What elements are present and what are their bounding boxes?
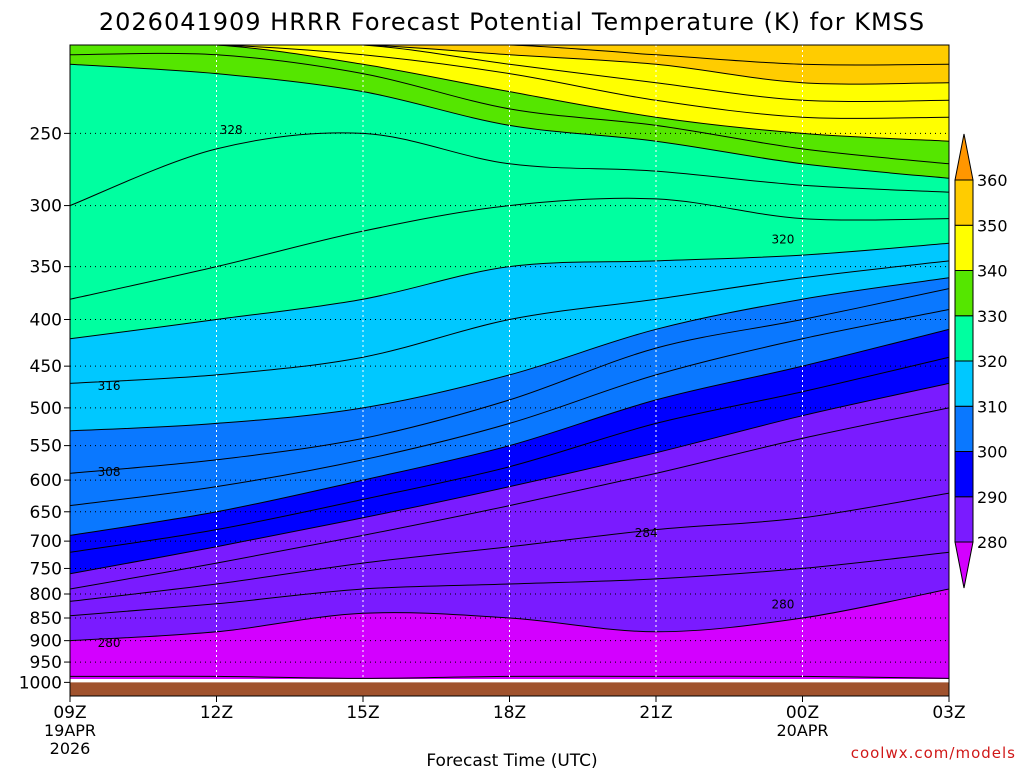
colorbar-label-310: 310 (977, 397, 1008, 416)
filled-contours (70, 45, 949, 679)
contour-label-316: 316 (98, 379, 121, 393)
isentrope-356 (70, 45, 949, 66)
x-tick-label-21Z: 21Z (639, 703, 672, 723)
isentrope-316 (70, 260, 949, 384)
x-tick-label-03Z: 03Z (932, 703, 965, 723)
x-tick-label-18Z: 18Z (493, 703, 526, 723)
x-tick-label-15Z: 15Z (346, 703, 379, 723)
colorbar-swatch-3 (954, 405, 974, 452)
isentrope-336 (70, 52, 949, 165)
y-tick-label-950: 950 (30, 653, 62, 673)
y-tick-label-900: 900 (30, 632, 62, 652)
chart-title: 2026041909 HRRR Forecast Potential Tempe… (99, 8, 925, 36)
colorbar-swatch-2 (954, 451, 974, 498)
contour-labels: 328 320 316 308 284 280 280 (98, 123, 795, 650)
colorbar-label-300: 300 (977, 443, 1008, 462)
y-axis: 250 300 350 400 450 500 550 600 650 700 750 800 850 9… (19, 124, 70, 693)
y-tick-label-800: 800 (30, 585, 62, 605)
credit-text: coolwx.com/models (851, 744, 1016, 762)
y-tick-label-250: 250 (30, 124, 62, 144)
colorbar-swatch-6 (954, 270, 974, 317)
colorbar-swatch-7 (954, 224, 974, 271)
x-tick-year-09Z: 2026 (50, 739, 91, 758)
x-tick-label-09Z: 09Z (53, 703, 86, 723)
colorbar-label-280: 280 (977, 533, 1008, 552)
y-tick-label-400: 400 (30, 311, 62, 331)
y-tick-label-550: 550 (30, 437, 62, 457)
y-tick-label-500: 500 (30, 399, 62, 419)
contour-label-280: 280 (98, 636, 121, 650)
y-tick-label-600: 600 (30, 471, 62, 491)
y-tick-label-1000: 1000 (19, 673, 62, 693)
colorbar-swatch-4 (954, 360, 974, 407)
colorbar-label-290: 290 (977, 488, 1008, 507)
colorbar-swatch-8 (954, 179, 974, 226)
y-tick-label-450: 450 (30, 357, 62, 377)
isentrope-282 (70, 551, 949, 617)
isentrope-312 (70, 277, 949, 432)
contour-label-280: 280 (772, 598, 795, 612)
y-tick-label-750: 750 (30, 559, 62, 579)
isentrope-352 (70, 45, 949, 85)
plot-area: 328 320 316 308 284 280 280 (70, 45, 949, 679)
isentrope-344 (70, 45, 949, 119)
colorbar-label-340: 340 (977, 262, 1008, 281)
y-tick-label-700: 700 (30, 532, 62, 552)
contour-label-320: 320 (772, 233, 795, 247)
isentrope-308 (70, 288, 949, 474)
colorbar-swatch-5 (954, 315, 974, 362)
colorbar-label-330: 330 (977, 307, 1008, 326)
y-tick-label-850: 850 (30, 609, 62, 629)
colorbar: 280 290 300 310 320 330 340 350 360 (954, 133, 1008, 589)
y-tick-label-350: 350 (30, 258, 62, 278)
contour-label-308: 308 (98, 465, 121, 479)
x-tick-date-09Z: 19APR (44, 721, 96, 740)
x-tick-label-00Z: 00Z (786, 703, 819, 723)
y-tick-label-650: 650 (30, 503, 62, 523)
colorbar-min-arrow (954, 541, 974, 589)
colorbar-swatch-1 (954, 496, 974, 543)
colorbar-label-360: 360 (977, 171, 1008, 190)
x-tick-label-12Z: 12Z (200, 703, 233, 723)
grid-lines (70, 45, 949, 679)
y-tick-label-300: 300 (30, 197, 62, 217)
x-tick-date-00Z: 20APR (776, 721, 828, 740)
contour-label-328: 328 (220, 123, 243, 137)
x-axis-label: Forecast Time (UTC) (426, 751, 597, 768)
colorbar-label-350: 350 (977, 216, 1008, 235)
surface-ground (70, 682, 949, 696)
contour-label-284: 284 (635, 526, 658, 540)
colorbar-label-320: 320 (977, 352, 1008, 371)
colorbar-max-arrow (954, 133, 974, 181)
